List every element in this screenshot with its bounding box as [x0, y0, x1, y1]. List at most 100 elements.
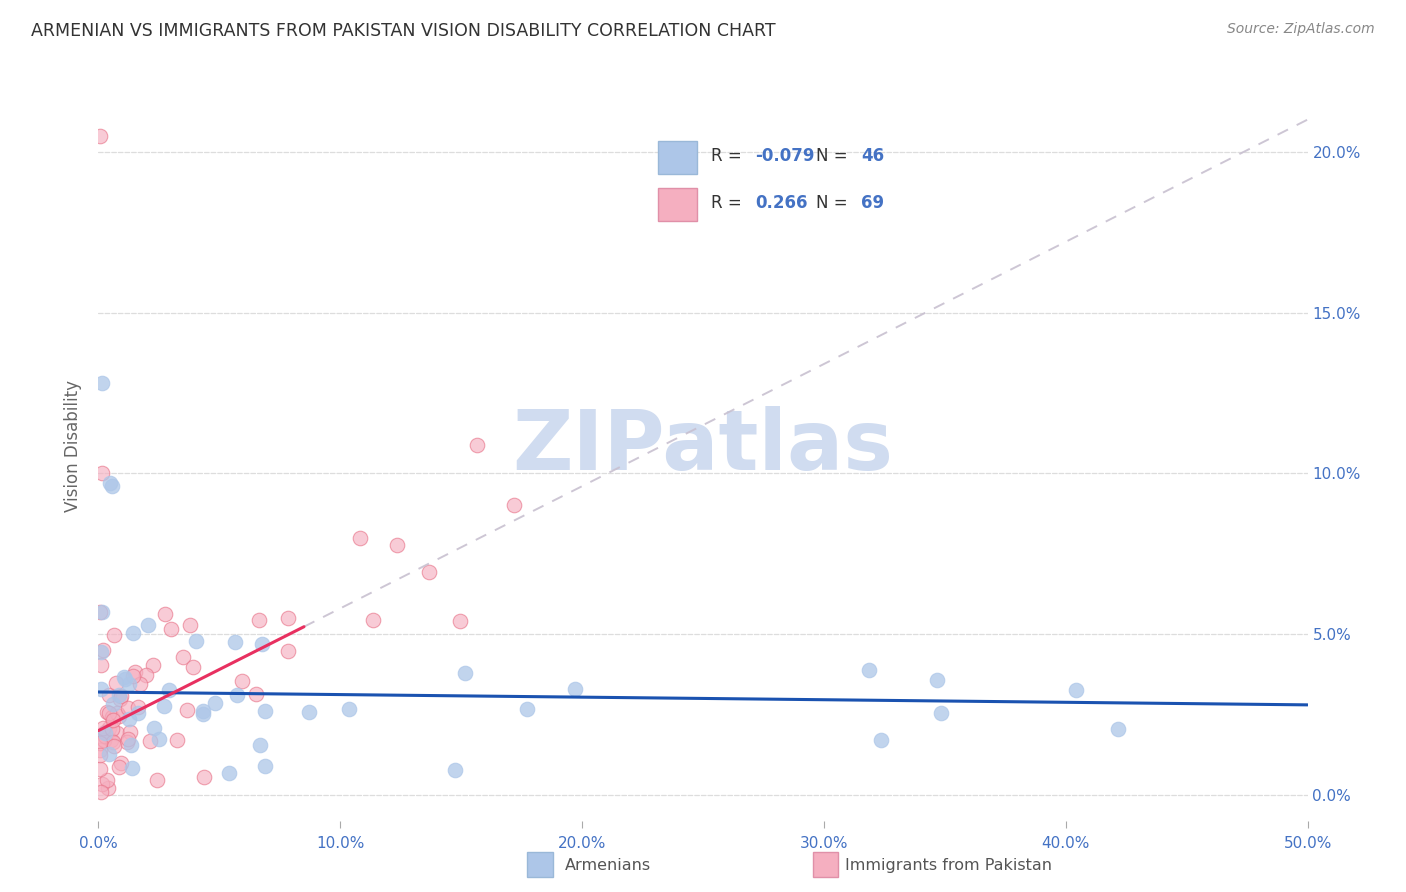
Point [122, 669, 145, 683]
Point [128, 677, 150, 691]
Point [90, 376, 112, 391]
Point [97, 780, 120, 795]
Point [96, 705, 118, 719]
Point [253, 758, 276, 772]
Point [117, 701, 139, 715]
Point [453, 665, 475, 680]
Point [153, 698, 176, 713]
Text: R =: R = [711, 147, 747, 166]
Y-axis label: Vision Disability: Vision Disability [65, 380, 83, 512]
Point [115, 734, 138, 748]
Point [247, 613, 270, 627]
Point [503, 499, 526, 513]
Text: N =: N = [817, 147, 853, 166]
Point [224, 634, 246, 648]
Point [157, 682, 180, 697]
Point [103, 697, 125, 711]
Point [112, 670, 135, 684]
Point [172, 650, 194, 665]
Point [91, 721, 114, 735]
Point [1064, 683, 1087, 698]
Point [135, 668, 157, 682]
Point [117, 712, 139, 726]
Point [564, 682, 586, 697]
Point [96, 772, 118, 787]
Point [245, 688, 267, 702]
Text: ARMENIAN VS IMMIGRANTS FROM PAKISTAN VISION DISABILITY CORRELATION CHART: ARMENIAN VS IMMIGRANTS FROM PAKISTAN VIS… [31, 22, 776, 40]
Point [89, 762, 111, 776]
Point [90, 681, 112, 696]
Point [97, 721, 120, 735]
Point [100, 723, 122, 737]
Text: R =: R = [711, 194, 752, 212]
Point [90, 605, 112, 619]
Point [89, 747, 111, 762]
Point [858, 663, 880, 677]
Point [191, 707, 214, 722]
Point [110, 756, 132, 771]
Point [98, 688, 121, 702]
Text: ZIPatlas: ZIPatlas [513, 406, 893, 486]
Point [90, 777, 112, 791]
Point [91, 643, 114, 657]
Point [349, 532, 371, 546]
Point [277, 611, 299, 625]
Point [925, 673, 948, 687]
Point [124, 665, 146, 680]
Point [186, 634, 208, 648]
Point [90, 467, 112, 481]
Point [118, 677, 141, 691]
Point [254, 704, 277, 718]
Point [339, 701, 361, 715]
Point [103, 628, 125, 642]
Point [90, 658, 112, 673]
Point [93, 726, 115, 740]
Point [90, 784, 112, 798]
Point [101, 479, 124, 493]
Point [101, 710, 124, 724]
Point [145, 773, 167, 788]
Point [148, 732, 170, 747]
Point [929, 706, 952, 720]
Text: 69: 69 [860, 194, 884, 212]
Point [449, 614, 471, 628]
Point [117, 731, 139, 746]
Point [89, 605, 111, 619]
Point [143, 721, 166, 735]
Point [297, 705, 319, 719]
Point [1107, 723, 1129, 737]
Point [225, 689, 247, 703]
Point [110, 690, 132, 704]
Point [252, 637, 274, 651]
Point [361, 613, 384, 627]
Point [385, 538, 408, 552]
Point [103, 739, 125, 753]
Point [98, 475, 121, 490]
Point [127, 700, 149, 714]
Point [89, 736, 111, 750]
Point [179, 618, 201, 632]
Point [89, 128, 111, 143]
Point [139, 734, 162, 748]
Point [120, 738, 142, 752]
Point [218, 766, 240, 780]
Point [418, 565, 440, 579]
Point [110, 691, 132, 706]
Point [103, 713, 125, 727]
Point [89, 743, 111, 757]
Point [166, 733, 188, 747]
FancyBboxPatch shape [658, 188, 697, 220]
Point [465, 437, 488, 451]
Point [107, 760, 129, 774]
Point [97, 706, 120, 721]
Text: N =: N = [817, 194, 853, 212]
Point [105, 706, 128, 721]
Point [277, 644, 299, 658]
Point [121, 761, 143, 775]
Point [108, 709, 131, 723]
Point [444, 763, 467, 777]
Text: 0.266: 0.266 [755, 194, 808, 212]
Point [191, 704, 214, 718]
Point [204, 696, 226, 710]
Point [516, 702, 538, 716]
